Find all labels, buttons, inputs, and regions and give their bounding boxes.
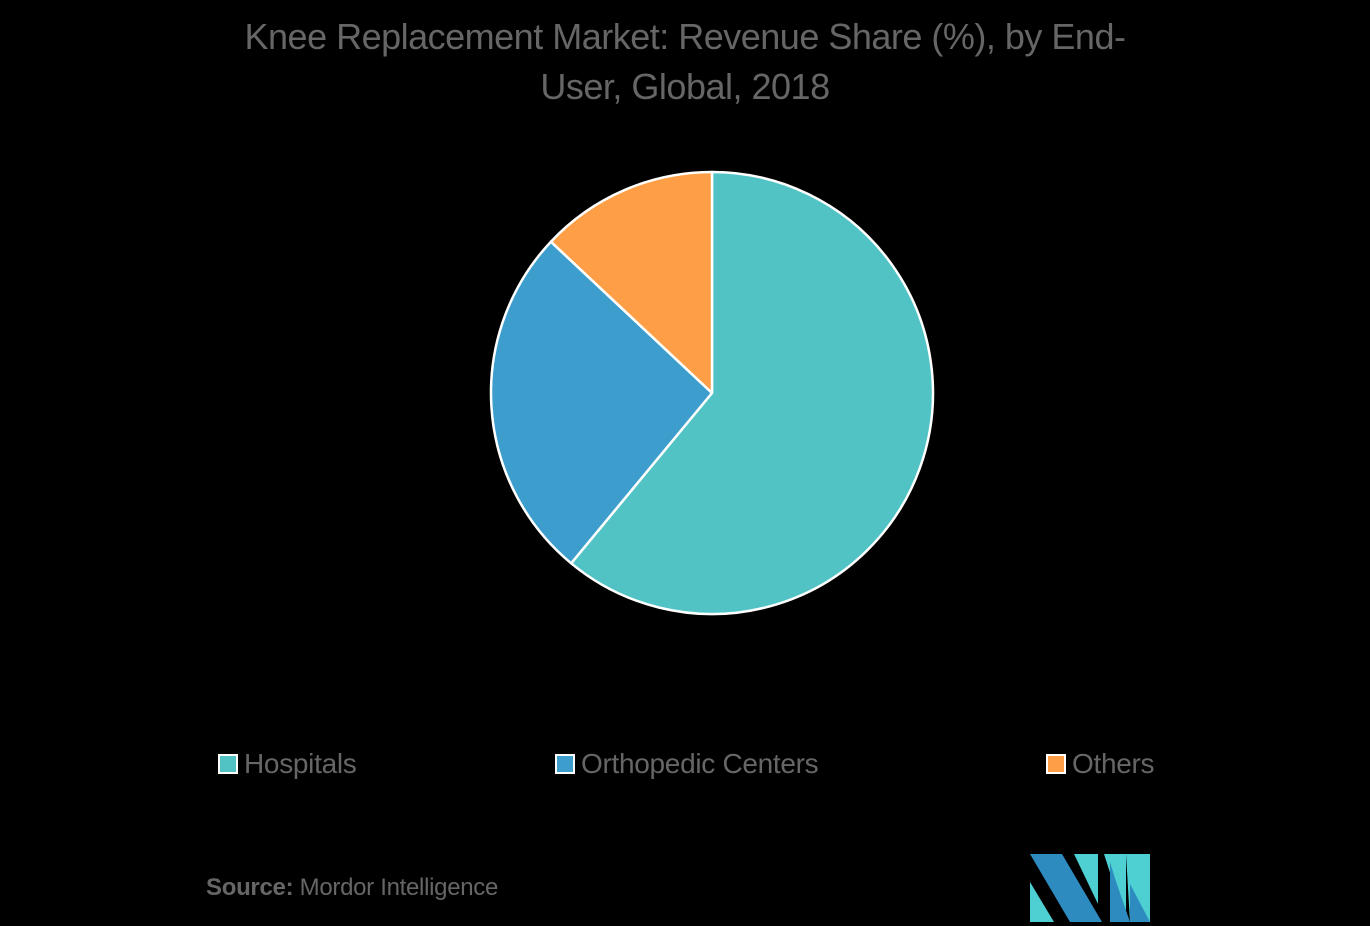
legend-item-orthopedic-centers: Orthopedic Centers — [555, 748, 819, 780]
source-text: Mordor Intelligence — [299, 874, 499, 901]
legend-label-hospitals: Hospitals — [244, 748, 357, 779]
pie-slices — [489, 170, 935, 616]
pie-slice-others — [549, 170, 714, 395]
source-prefix: Source: — [206, 874, 294, 901]
legend-swatch-others — [1046, 754, 1066, 774]
source-note: Source: Mordor Intelligence — [206, 874, 498, 902]
pie-slice-hospitals — [569, 170, 935, 616]
chart-title: Knee Replacement Market: Revenue Share (… — [150, 12, 1220, 112]
chart-title-line-2: User, Global, 2018 — [540, 66, 830, 107]
legend: Hospitals Orthopedic Centers Others — [0, 748, 1370, 784]
mordor-intelligence-logo-icon — [1030, 854, 1150, 922]
legend-swatch-orthopedic-centers — [555, 754, 575, 774]
legend-swatch-hospitals — [218, 754, 238, 774]
legend-label-others: Others — [1072, 748, 1155, 779]
pie-slice-orthopedic-centers — [489, 240, 714, 565]
legend-item-others: Others — [1046, 748, 1155, 780]
legend-item-hospitals: Hospitals — [218, 748, 357, 780]
chart-title-line-1: Knee Replacement Market: Revenue Share (… — [244, 16, 1126, 57]
legend-label-orthopedic-centers: Orthopedic Centers — [581, 748, 819, 779]
